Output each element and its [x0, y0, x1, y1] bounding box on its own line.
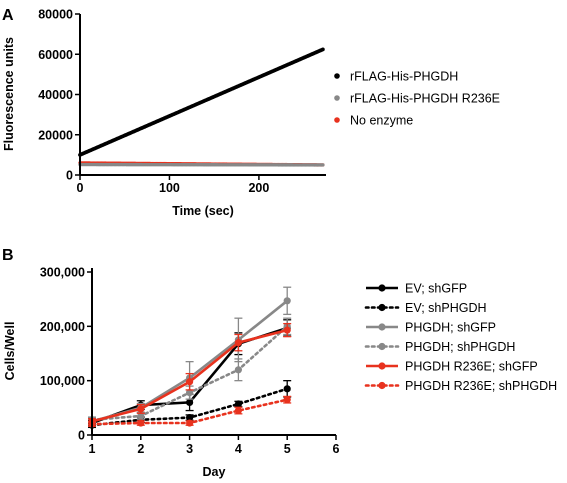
panel-b-legend-marker: [378, 303, 386, 312]
panel-b-y-axis-title: Cells/Well: [3, 322, 17, 381]
panel-b-legend-label: PHGDH R236E; shPHGDH: [405, 379, 557, 393]
panel-b-x-tick-label: 3: [186, 442, 193, 456]
panel-b-y-ticks: 0 100,000 200,000 300,000: [40, 266, 92, 443]
panel-b-legend-label: EV; shPHGDH: [405, 301, 487, 315]
panel-b-data-point: [137, 412, 145, 420]
panel-b-y-tick-label: 200,000: [40, 320, 85, 334]
panel-b-x-axis-title: Day: [203, 465, 226, 479]
panel-a-legend-marker: [334, 95, 340, 101]
panel-b-x-tick-label: 5: [284, 442, 291, 456]
panel-b-data-point: [137, 405, 145, 413]
panel-b-x-tick-label: 4: [235, 442, 242, 456]
panel-b-y-tick-label: 100,000: [40, 374, 85, 388]
panel-a-legend-marker: [334, 73, 340, 79]
panel-b-x-tick-label: 1: [89, 442, 96, 456]
panel-a-y-tick-label: 40000: [38, 88, 73, 102]
panel-b-data-point: [186, 414, 194, 422]
panel-b-legend-marker: [378, 381, 386, 390]
panel-b-legend-label: PHGDH; shPHGDH: [405, 340, 515, 354]
panel-a-x-axis-title: Time (sec): [172, 204, 234, 218]
panel-b-legend-marker: [378, 342, 386, 351]
panel-b-data-point: [186, 378, 194, 386]
panel-a-x-tick-label: 0: [77, 181, 84, 195]
panel-a-series: [78, 47, 325, 157]
panel-a-legend: rFLAG-His-PHGDH rFLAG-His-PHGDH R236E No e…: [334, 70, 500, 128]
panel-b-data-point: [234, 339, 242, 347]
panel-a-data-point: [320, 47, 325, 52]
panel-b-legend-label: PHGDH; shGFP: [405, 321, 496, 335]
panel-b-data-point: [186, 389, 194, 397]
panel-a-series: [78, 162, 325, 167]
panel-b-data-point: [186, 398, 194, 406]
panel-b-legend: EV; shGFP EV; shPHGDH PHGDH; shGFP PHGDH; s…: [364, 282, 557, 393]
panel-a-x-tick-label: 200: [248, 181, 269, 195]
panel-a-y-tick-label: 0: [66, 169, 73, 183]
panel-a-y-tick-label: 80000: [38, 8, 73, 22]
panel-b-data-point: [137, 419, 145, 427]
panel-a-data-point: [321, 163, 325, 167]
panel-a-legend-label: rFLAG-His-PHGDH R236E: [350, 92, 500, 106]
panel-b-data-point: [283, 385, 291, 393]
panel-a-plot: [78, 47, 325, 167]
panel-a-y-tick-label: 20000: [38, 128, 73, 142]
panel-b-plot: [88, 286, 292, 429]
panel-b-y-tick-label: 300,000: [40, 266, 85, 280]
panel-a-x-ticks: 0 100 200: [77, 175, 269, 195]
panel-letter-a: A: [2, 7, 14, 24]
panel-a-legend-label: No enzyme: [350, 114, 413, 128]
panel-a-legend-marker: [334, 117, 340, 123]
panel-b-legend-label: EV; shGFP: [405, 282, 467, 296]
panel-b-legend-label: PHGDH R236E; shGFP: [405, 360, 538, 374]
panel-b-data-point: [283, 396, 291, 404]
panel-a-y-tick-label: 60000: [38, 48, 73, 62]
panel-b-series: [88, 395, 292, 428]
panel-b-data-point: [283, 297, 291, 305]
panel-b-legend-marker: [378, 362, 386, 370]
panel-b-data-point: [234, 400, 242, 408]
panel-b-data-point: [283, 326, 291, 334]
panel-b-series: [88, 380, 292, 429]
panel-a-legend-label: rFLAG-His-PHGDH: [350, 70, 458, 84]
panel-b-x-tick-label: 2: [137, 442, 144, 456]
panel-letter-b: B: [2, 247, 14, 264]
panel-a-x-tick-label: 100: [159, 181, 180, 195]
panel-a-y-axis-title: Fluorescence units: [2, 37, 16, 151]
panel-b-data-point: [234, 366, 242, 374]
panel-b-data-point: [186, 419, 194, 427]
panel-b-legend-marker: [378, 323, 386, 331]
panel-a-y-ticks: 0 20000 40000 60000 80000: [38, 8, 80, 183]
panel-b-x-tick-label: 6: [333, 442, 340, 456]
panel-b-legend-marker: [378, 284, 386, 292]
panel-b-y-tick-label: 0: [78, 429, 85, 443]
panel-b-data-point: [234, 406, 242, 415]
panel-b-x-ticks: 1 2 3 4 5 6: [89, 435, 340, 456]
